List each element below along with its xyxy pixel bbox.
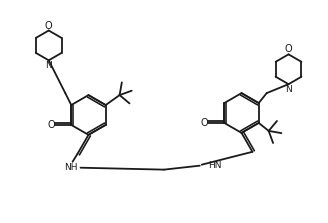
Text: O: O	[201, 118, 208, 128]
Text: N: N	[45, 61, 52, 70]
Text: NH: NH	[64, 163, 77, 172]
Text: O: O	[285, 44, 292, 54]
Text: O: O	[48, 120, 55, 130]
Text: HN: HN	[208, 161, 221, 170]
Text: N: N	[285, 85, 292, 94]
Text: O: O	[45, 21, 52, 31]
